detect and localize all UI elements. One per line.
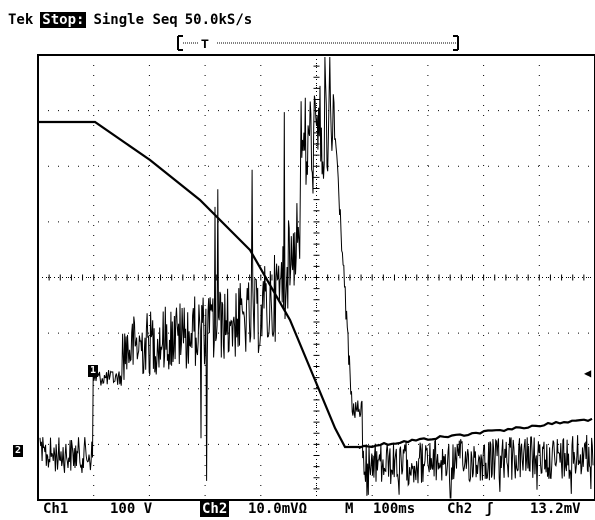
ch2-waveform: [39, 56, 594, 499]
trigger-slope-icon: ʃ: [485, 501, 494, 517]
brand-label: Tek: [8, 12, 34, 28]
trigger-position-marker: T: [201, 37, 209, 52]
sample-rate: 50.0kS/s: [184, 12, 253, 28]
timebase-value: 100ms: [373, 501, 416, 517]
ch1-label: Ch1: [43, 501, 69, 517]
ch2-scale: 10.0mVΩ: [248, 501, 308, 517]
ch1-scale: 100 V: [110, 501, 153, 517]
ch1-waveform: [38, 120, 593, 450]
ch2-ground-marker: 2: [13, 445, 23, 457]
trigger-source: Ch2: [447, 501, 473, 517]
trigger-level: 13.2mV: [530, 501, 581, 517]
ch2-label: Ch2: [200, 501, 230, 517]
record-length-bar: [177, 35, 459, 51]
timebase-label: M: [345, 501, 354, 517]
acquisition-mode: Single Seq: [93, 12, 178, 28]
status-bar: Tek Stop: Single Seq 50.0kS/s: [8, 8, 259, 32]
settings-readout: Ch1 100 V Ch2 10.0mVΩ M 100ms Ch2 ʃ 13.2…: [0, 500, 595, 520]
ch1-ground-marker: 1: [88, 365, 98, 377]
acquisition-status-badge: Stop:: [40, 12, 87, 28]
trigger-level-arrow: ◀: [584, 366, 592, 380]
